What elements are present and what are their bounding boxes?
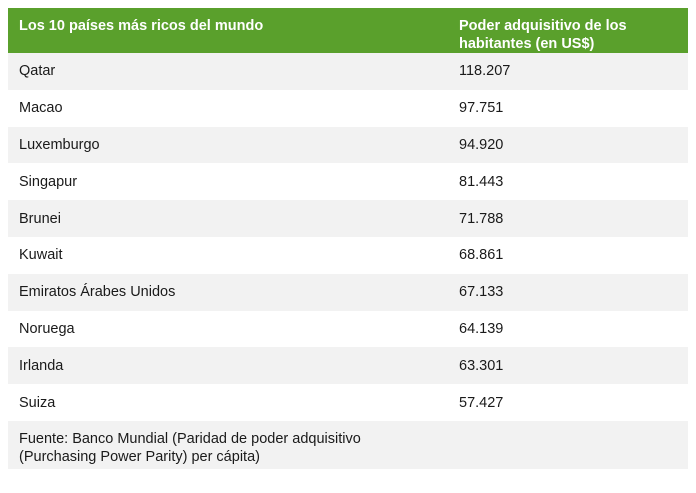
table-row: Noruega 64.139 xyxy=(8,310,688,348)
table-row: Irlanda 63.301 xyxy=(8,347,688,385)
table-row: Macao 97.751 xyxy=(8,89,688,127)
value-cell: 63.301 xyxy=(448,347,688,385)
header-row: Los 10 países más ricos del mundo Poder … xyxy=(8,8,688,53)
country-cell: Emiratos Árabes Unidos xyxy=(8,273,448,311)
table-row: Brunei 71.788 xyxy=(8,200,688,237)
value-cell: 97.751 xyxy=(448,89,688,127)
table-row: Luxemburgo 94.920 xyxy=(8,126,688,164)
source-row: Fuente: Banco Mundial (Paridad de poder … xyxy=(8,420,688,469)
rich-countries-table: Los 10 países más ricos del mundo Poder … xyxy=(8,8,688,469)
value-cell: 64.139 xyxy=(448,310,688,348)
value-cell: 118.207 xyxy=(448,53,688,90)
country-cell: Kuwait xyxy=(8,236,448,274)
table-row: Singapur 81.443 xyxy=(8,163,688,201)
value-cell: 71.788 xyxy=(448,200,688,237)
value-cell: 94.920 xyxy=(448,126,688,164)
header-country: Los 10 países más ricos del mundo xyxy=(8,8,448,53)
rich-countries-table-container: Los 10 países más ricos del mundo Poder … xyxy=(8,8,688,469)
source-line-2: (Purchasing Power Parity) per cápita) xyxy=(19,448,260,465)
value-cell: 81.443 xyxy=(448,163,688,201)
country-cell: Singapur xyxy=(8,163,448,201)
table-header: Los 10 países más ricos del mundo Poder … xyxy=(8,8,688,53)
country-cell: Macao xyxy=(8,89,448,127)
table-row: Qatar 118.207 xyxy=(8,53,688,90)
table-body: Qatar 118.207 Macao 97.751 Luxemburgo 94… xyxy=(8,53,688,421)
value-cell: 67.133 xyxy=(448,273,688,311)
table-row: Emiratos Árabes Unidos 67.133 xyxy=(8,273,688,311)
value-cell: 57.427 xyxy=(448,384,688,421)
value-cell: 68.861 xyxy=(448,236,688,274)
country-cell: Suiza xyxy=(8,384,448,421)
header-purchasing-power: Poder adquisitivo de los habitantes (en … xyxy=(448,8,688,53)
country-cell: Brunei xyxy=(8,200,448,237)
table-footer: Fuente: Banco Mundial (Paridad de poder … xyxy=(8,420,688,469)
country-cell: Qatar xyxy=(8,53,448,90)
table-row: Suiza 57.427 xyxy=(8,384,688,421)
source-note: Fuente: Banco Mundial (Paridad de poder … xyxy=(8,420,688,469)
table-row: Kuwait 68.861 xyxy=(8,236,688,274)
country-cell: Luxemburgo xyxy=(8,126,448,164)
country-cell: Noruega xyxy=(8,310,448,348)
source-line-1: Fuente: Banco Mundial (Paridad de poder … xyxy=(19,430,361,447)
country-cell: Irlanda xyxy=(8,347,448,385)
